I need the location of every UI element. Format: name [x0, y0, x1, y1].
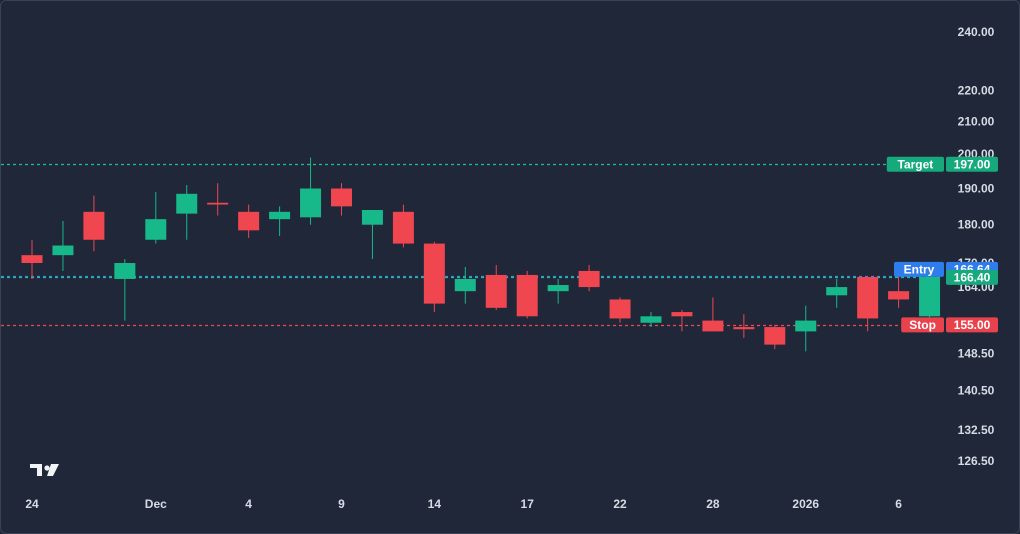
candle	[857, 276, 879, 332]
time-tick-label: 24	[25, 497, 39, 511]
time-tick-label: 28	[706, 497, 720, 511]
candle	[269, 206, 291, 236]
time-tick-label: 17	[521, 497, 535, 511]
candle	[578, 264, 600, 292]
level-label-tag	[901, 317, 944, 333]
price-tick-label: 148.50	[958, 347, 995, 361]
candle-body	[826, 287, 848, 296]
price-tick-label: 190.00	[958, 181, 995, 195]
candle	[392, 204, 414, 248]
price-tag-label: 166.40	[954, 270, 991, 284]
price-tick-label: 240.00	[958, 25, 995, 39]
candle-body	[269, 211, 291, 220]
price-axis[interactable]: 240.00220.00210.00200.00190.00180.00170.…	[958, 25, 995, 468]
candle-body	[238, 211, 260, 231]
price-tick-label: 180.00	[958, 218, 995, 232]
level-label: Stop	[909, 318, 936, 332]
candle-body	[516, 274, 538, 317]
candle-body	[795, 320, 817, 332]
price-tick-label: 132.50	[958, 423, 995, 437]
candle-body	[52, 245, 74, 256]
candle	[423, 241, 445, 313]
candle	[640, 312, 662, 328]
tradingview-logo-icon[interactable]	[30, 464, 59, 476]
time-axis[interactable]: 24 Dec 4 9 14 17 22 28 2026 6	[25, 497, 902, 511]
candle-body	[83, 211, 105, 240]
candle	[516, 270, 538, 319]
price-tick-label: 140.50	[958, 384, 995, 398]
price-tag	[946, 156, 998, 172]
candle-body	[547, 285, 569, 292]
price-tag-label: 197.00	[954, 157, 991, 171]
price-tick-label: 210.00	[958, 114, 995, 128]
candles	[21, 157, 941, 352]
candle	[609, 297, 631, 323]
candle-body	[114, 263, 136, 279]
candle	[21, 239, 43, 279]
candle-body	[919, 276, 941, 317]
candle-body	[176, 193, 198, 214]
level-label-tag	[886, 156, 944, 172]
time-tick-label: Dec	[145, 497, 167, 511]
candle-body	[671, 312, 693, 317]
candle	[485, 264, 507, 310]
candle	[300, 157, 322, 225]
candle-body	[207, 202, 229, 205]
candle-body	[733, 327, 755, 330]
candle-body	[331, 188, 352, 207]
candle-body	[702, 320, 724, 332]
candle	[454, 266, 476, 304]
price-tick-label: 126.50	[958, 454, 995, 468]
candle	[919, 276, 941, 319]
candle	[83, 195, 105, 252]
candle	[361, 209, 383, 260]
candle-body	[764, 327, 786, 345]
time-tick-label: 2026	[792, 497, 819, 511]
candle-body	[361, 209, 383, 225]
time-tick-label: 14	[428, 497, 442, 511]
candle-body	[640, 316, 662, 323]
candle	[207, 183, 229, 216]
candle-body	[857, 276, 879, 319]
candle	[238, 204, 260, 238]
level-label-tag	[894, 261, 944, 277]
candle	[145, 192, 167, 244]
candle	[114, 259, 136, 321]
candle	[176, 184, 198, 240]
time-tick-label: 9	[338, 497, 345, 511]
candle-body	[392, 211, 414, 244]
candle-body	[609, 299, 631, 319]
time-tick-label: 22	[613, 497, 627, 511]
candle-body	[454, 278, 476, 292]
candle	[52, 221, 74, 271]
candle	[826, 278, 848, 308]
candle	[702, 297, 724, 332]
candle-body	[145, 219, 167, 240]
level-lines	[1, 163, 943, 327]
candle-body	[21, 255, 43, 264]
candle-body	[578, 270, 600, 288]
candle-body	[423, 243, 445, 304]
price-tick-label: 220.00	[958, 83, 995, 97]
level-label: Entry	[904, 262, 935, 276]
price-tag	[946, 317, 998, 333]
candle	[733, 314, 755, 338]
candle	[795, 305, 817, 352]
candle	[331, 183, 352, 216]
time-tick-label: 4	[245, 497, 252, 511]
candle	[671, 309, 693, 332]
time-tick-label: 6	[895, 497, 902, 511]
price-tag	[946, 269, 998, 285]
level-label: Target	[898, 157, 934, 171]
price-tag-label: 155.00	[954, 318, 991, 332]
candle-body	[888, 291, 910, 300]
candle-body	[300, 188, 322, 218]
candle	[547, 278, 569, 304]
candle-body	[485, 274, 507, 308]
candle	[764, 324, 786, 350]
